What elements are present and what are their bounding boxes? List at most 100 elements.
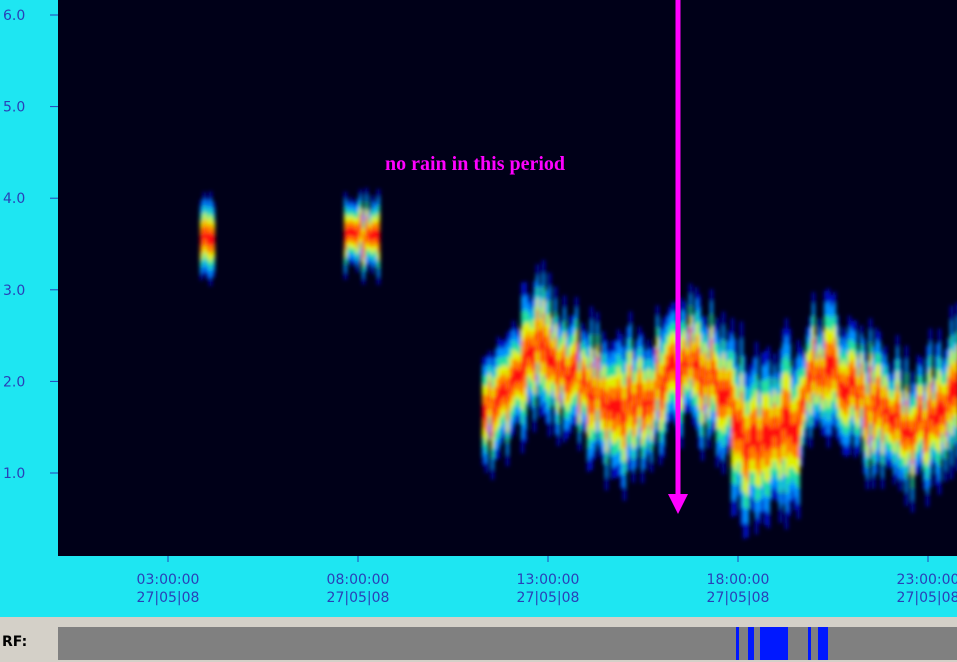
heat-cell xyxy=(806,369,809,385)
heat-cell xyxy=(551,355,554,369)
x-tick-time: 23:00:00 xyxy=(897,572,957,588)
heat-cell xyxy=(581,368,584,385)
heat-cell xyxy=(509,375,512,393)
heat-cell xyxy=(641,396,644,420)
heat-cell xyxy=(776,427,779,447)
heat-cell xyxy=(752,423,755,447)
rf-label: RF: xyxy=(2,634,27,650)
heat-cell xyxy=(368,232,371,241)
heat-cell xyxy=(932,414,935,428)
heat-cell xyxy=(524,350,527,375)
heat-cell xyxy=(545,347,548,368)
heat-cell xyxy=(365,223,368,236)
heat-cell xyxy=(755,423,758,453)
heat-cell xyxy=(539,341,542,362)
heat-cell xyxy=(905,413,908,438)
heat-cell xyxy=(584,373,587,390)
heat-cell xyxy=(359,219,362,231)
rf-bar xyxy=(58,627,957,660)
heat-cell xyxy=(836,368,839,387)
heat-cell xyxy=(887,407,890,424)
heat-cell xyxy=(722,380,725,406)
heat-cell xyxy=(572,361,575,379)
heat-cell xyxy=(917,405,920,424)
heat-cell xyxy=(782,403,785,430)
y-tick-label: 1.0 xyxy=(3,466,25,482)
heat-cell xyxy=(353,228,356,238)
heat-cell xyxy=(356,230,359,242)
heat-cell xyxy=(728,380,731,398)
heat-cell xyxy=(500,384,503,400)
heat-cell xyxy=(719,389,722,408)
x-tick-time: 08:00:00 xyxy=(327,572,390,588)
heat-cell xyxy=(785,407,788,440)
heat-cell xyxy=(350,226,353,237)
heat-cell xyxy=(854,378,857,400)
heat-cell xyxy=(827,356,830,380)
heat-cell xyxy=(896,395,899,418)
heat-cell xyxy=(926,414,929,439)
heat-cell xyxy=(482,403,485,420)
annotation: no rain in this period xyxy=(385,153,565,175)
heat-cell xyxy=(797,415,800,443)
heat-cell xyxy=(845,385,848,405)
heat-cell xyxy=(626,388,629,411)
x-tick-time: 03:00:00 xyxy=(137,572,200,588)
heat-cell xyxy=(749,425,752,448)
heat-cell xyxy=(659,386,662,407)
heat-cell xyxy=(794,422,797,446)
heat-cell xyxy=(929,395,932,420)
heat-cell xyxy=(908,427,911,440)
heat-cell xyxy=(638,378,641,397)
x-tick-date: 27|05|08 xyxy=(137,590,200,606)
heat-cell xyxy=(518,369,521,385)
heat-cell xyxy=(773,415,776,437)
heat-cell xyxy=(944,405,947,426)
heat-cell xyxy=(605,403,608,427)
heat-cell xyxy=(923,427,926,445)
heat-cell xyxy=(536,320,539,341)
heat-cell xyxy=(866,415,869,435)
heat-cell xyxy=(683,349,686,367)
heat-cell xyxy=(611,399,614,421)
heat-cell xyxy=(884,396,887,415)
heat-cell xyxy=(758,441,761,463)
heat-cell xyxy=(629,378,632,403)
heat-cell xyxy=(803,391,806,406)
x-tick-date: 27|05|08 xyxy=(707,590,770,606)
heat-cell xyxy=(200,233,203,246)
heat-cell xyxy=(533,345,536,369)
heat-cell xyxy=(953,380,956,398)
heat-cell xyxy=(767,423,770,451)
heat-cell xyxy=(899,414,902,435)
heat-cell xyxy=(653,388,656,404)
heat-cell xyxy=(344,229,347,243)
heat-cell xyxy=(548,342,551,367)
heat-cell xyxy=(911,431,914,453)
y-tick-label: 4.0 xyxy=(3,191,25,207)
heat-cell xyxy=(602,387,605,408)
heat-cell xyxy=(938,399,941,425)
heat-cell xyxy=(527,341,530,358)
heat-cell xyxy=(821,375,824,392)
heat-cell xyxy=(713,369,716,386)
heat-cell xyxy=(902,428,905,443)
heat-cell xyxy=(497,388,500,407)
heat-cell xyxy=(374,229,377,240)
heat-cell xyxy=(815,374,818,389)
heat-cell xyxy=(686,362,689,376)
heat-cell xyxy=(593,395,596,413)
y-tick-label: 2.0 xyxy=(3,374,25,390)
heat-cell xyxy=(800,397,803,416)
heat-cell xyxy=(617,391,620,415)
arrow-head xyxy=(668,494,688,514)
heat-cell xyxy=(869,378,872,400)
heat-cell xyxy=(875,389,878,412)
heat-cell xyxy=(935,404,938,426)
heat-cell xyxy=(647,388,650,406)
heat-cell xyxy=(692,361,695,378)
x-tick-date: 27|05|08 xyxy=(517,590,580,606)
heat-cell xyxy=(881,409,884,431)
heat-cell xyxy=(644,400,647,419)
heat-cell xyxy=(362,240,365,253)
